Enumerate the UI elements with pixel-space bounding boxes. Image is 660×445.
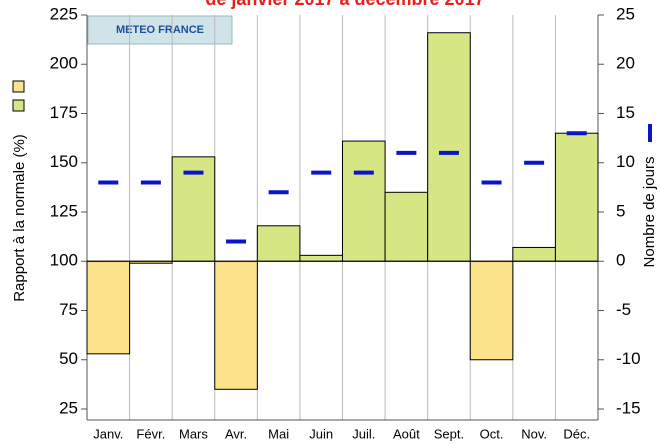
y-tick-label: 25 bbox=[59, 398, 78, 417]
x-tick-label: Sept. bbox=[434, 426, 464, 441]
y2-tick-label: -15 bbox=[616, 398, 641, 417]
legend-above bbox=[12, 99, 25, 112]
y-tick-label: 125 bbox=[50, 201, 78, 220]
logo-box bbox=[87, 15, 233, 45]
x-tick-label: Juil. bbox=[352, 426, 375, 441]
x-tick-label: Janv. bbox=[93, 426, 123, 441]
y-axis-label: Rapport à la normale (%) bbox=[11, 134, 28, 302]
y-tick-label: 150 bbox=[50, 152, 78, 171]
y2-tick-label: 15 bbox=[616, 103, 635, 122]
legend-dash bbox=[648, 124, 652, 142]
y-tick-label: 100 bbox=[50, 251, 78, 270]
x-tick-label: Févr. bbox=[136, 426, 165, 441]
y2-tick-label: -5 bbox=[616, 300, 631, 319]
bar bbox=[427, 32, 471, 262]
x-tick-label: Mars bbox=[179, 426, 208, 441]
bar bbox=[469, 260, 514, 361]
bar bbox=[342, 140, 386, 262]
y2-tick-label: 10 bbox=[616, 152, 635, 171]
y-tick-label: 175 bbox=[50, 103, 78, 122]
bar bbox=[512, 246, 556, 262]
x-tick-label: Mai bbox=[268, 426, 289, 441]
logo: METEO FRANCE bbox=[116, 24, 204, 36]
x-tick-label: Oct. bbox=[480, 426, 504, 441]
x-tick-label: Nov. bbox=[521, 426, 547, 441]
bar bbox=[86, 260, 131, 355]
y-tick-label: 225 bbox=[50, 4, 78, 23]
bar bbox=[554, 132, 599, 262]
y2-tick-label: 0 bbox=[616, 251, 625, 270]
x-tick-label: Avr. bbox=[225, 426, 247, 441]
y-tick-label: 50 bbox=[59, 349, 78, 368]
y-tick-label: 200 bbox=[50, 54, 78, 73]
bar bbox=[256, 225, 301, 262]
y2-axis-label: Nombre de jours bbox=[641, 157, 658, 268]
bar bbox=[299, 254, 343, 262]
y2-tick-label: 25 bbox=[616, 4, 635, 23]
bar bbox=[384, 191, 429, 262]
x-tick-label: Déc. bbox=[563, 426, 590, 441]
legend-below bbox=[12, 80, 25, 93]
y-tick-label: 75 bbox=[59, 300, 78, 319]
chart-title: de janvier 2017 à décembre 2017 bbox=[205, 0, 484, 9]
bar bbox=[214, 260, 258, 390]
y2-tick-label: 5 bbox=[616, 201, 625, 220]
y2-tick-label: 20 bbox=[616, 54, 635, 73]
x-tick-label: Août bbox=[393, 426, 420, 441]
x-tick-label: Juin bbox=[309, 426, 333, 441]
y2-tick-label: -10 bbox=[616, 349, 641, 368]
